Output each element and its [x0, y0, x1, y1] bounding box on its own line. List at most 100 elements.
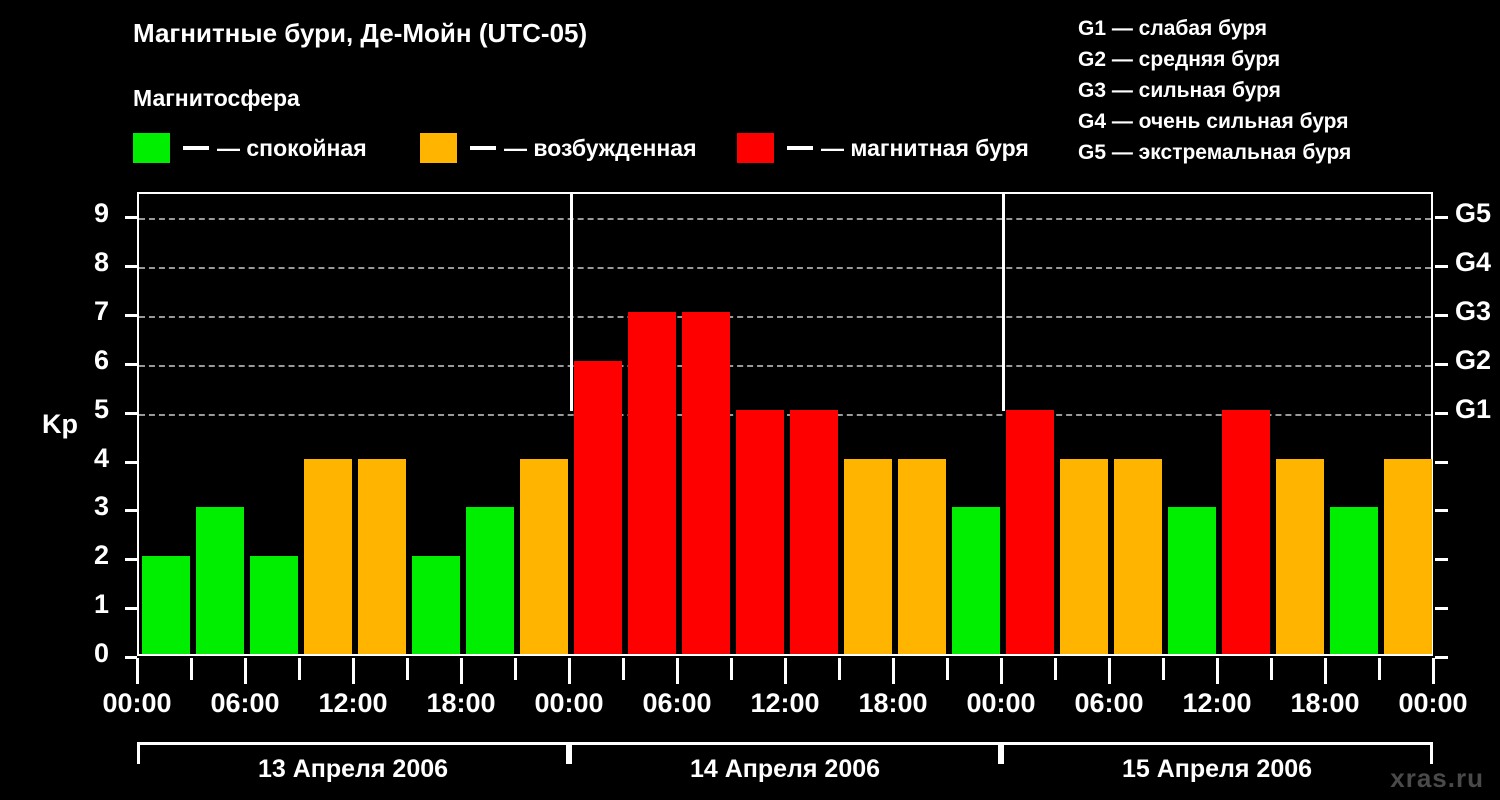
x-axis-tick [352, 658, 355, 684]
gridline [139, 218, 1431, 221]
right-axis-tick [1435, 362, 1448, 366]
kp-bar [358, 458, 406, 654]
x-axis-tick [838, 658, 841, 680]
day-label: 13 Апреля 2006 [257, 755, 449, 783]
x-axis-tick [460, 658, 463, 684]
x-axis-tick-label: 06:00 [1074, 688, 1144, 718]
y-axis-tick-label: 9 [93, 198, 109, 229]
day-label: 15 Апреля 2006 [1121, 755, 1313, 783]
day-bracket [569, 742, 1001, 764]
legend-item-2: — возбужденная [420, 131, 697, 165]
y-axis-tick-label: 2 [93, 540, 109, 571]
right-axis-label: G1 [1455, 393, 1492, 424]
y-axis-tick-label: 8 [93, 247, 109, 278]
x-axis-tick [1432, 658, 1435, 684]
kp-bar [1168, 507, 1216, 654]
kp-bar [1384, 458, 1432, 654]
y-axis-tick [125, 509, 137, 513]
right-axis-tick [1435, 607, 1448, 611]
x-axis-tick [1270, 658, 1273, 680]
red-square-swatch [737, 133, 774, 163]
day-bracket [1001, 742, 1433, 764]
gridline [139, 413, 1431, 416]
right-axis-tick [1435, 460, 1448, 464]
right-axis-label: G3 [1455, 296, 1492, 327]
right-axis-tick [1435, 314, 1448, 318]
x-axis-tick [1162, 658, 1165, 680]
x-axis-tick-label: 12:00 [750, 688, 820, 718]
kp-bar [304, 458, 352, 654]
y-axis-tick-label: 7 [93, 296, 109, 327]
green-square-swatch [133, 133, 170, 163]
x-axis-tick [244, 658, 247, 684]
g-scale-line-2: G2 — средняя буря [1078, 48, 1281, 71]
y-axis-tick-label: 1 [93, 589, 109, 620]
x-axis-tick [1378, 658, 1381, 680]
legend-item-label: — возбужденная [504, 134, 697, 161]
kp-bar [520, 458, 568, 654]
kp-bar [682, 312, 730, 654]
right-axis-tick [1435, 216, 1448, 220]
y-axis-tick-label: 0 [93, 638, 109, 668]
legend-dash-icon [470, 146, 496, 150]
page-title: Магнитные бури, Де-Мойн (UTC-05) [133, 18, 588, 48]
kp-bar [1276, 458, 1324, 654]
kp-bar [1330, 507, 1378, 654]
x-axis-tick-label: 18:00 [426, 688, 496, 718]
kp-bar [412, 556, 460, 654]
x-axis-tick [406, 658, 409, 680]
g-scale-legend: G1 — слабая буря G2 — средняя буря G3 — си… [1078, 13, 1498, 168]
y-axis-tick [125, 460, 137, 464]
kp-bar [1006, 409, 1054, 654]
right-axis-tick [1435, 265, 1448, 269]
x-axis-tick [676, 658, 679, 684]
kp-bar [1060, 458, 1108, 654]
x-axis-tick-label: 12:00 [318, 688, 388, 718]
x-axis-tick-label: 18:00 [858, 688, 928, 718]
gridline [139, 267, 1431, 270]
y-axis-tick [125, 411, 137, 415]
x-axis-tick [1216, 658, 1219, 684]
x-axis-tick [946, 658, 949, 680]
x-axis-tick [1324, 658, 1327, 684]
kp-bar [736, 409, 784, 654]
x-axis-tick [784, 658, 787, 684]
y-axis-tick-label: 6 [93, 344, 109, 375]
kp-bar [898, 458, 946, 654]
x-axis-tick-label: 00:00 [966, 688, 1036, 718]
x-axis-tick-label: 06:00 [210, 688, 280, 718]
y-axis-tick [125, 314, 137, 318]
kp-bar [628, 312, 676, 654]
plot-inner [139, 194, 1432, 654]
y-axis-tick [125, 216, 137, 220]
kp-bar [844, 458, 892, 654]
kp-bar [790, 409, 838, 654]
right-axis-tick [1435, 411, 1448, 415]
gridline [139, 316, 1431, 319]
right-axis-tick [1435, 558, 1448, 562]
y-axis-tick [125, 265, 137, 269]
kp-bar [1114, 458, 1162, 654]
day-bracket [137, 742, 569, 764]
y-axis-tick [125, 656, 137, 659]
y-axis-tick-label: 3 [93, 491, 109, 522]
watermark: xras.ru [1390, 763, 1484, 793]
day-divider [570, 194, 573, 412]
right-axis-label: G2 [1455, 344, 1492, 375]
legend-dash-icon [787, 146, 813, 150]
y-axis-tick [125, 607, 137, 611]
orange-square-swatch [420, 133, 457, 163]
day-label: 14 Апреля 2006 [689, 755, 881, 783]
x-axis-tick [136, 658, 139, 684]
x-axis-tick [730, 658, 733, 680]
legend-item-label: — магнитная буря [821, 134, 1029, 161]
y-axis-tick [125, 558, 137, 562]
x-axis-tick [892, 658, 895, 684]
kp-bar [466, 507, 514, 654]
g-scale-line-5: G5 — экстремальная буря [1078, 141, 1352, 164]
kp-bar [250, 556, 298, 654]
gridline [139, 364, 1431, 367]
x-axis-tick [1054, 658, 1057, 680]
kp-bar [952, 507, 1000, 654]
x-axis-tick-label: 00:00 [1398, 688, 1468, 718]
